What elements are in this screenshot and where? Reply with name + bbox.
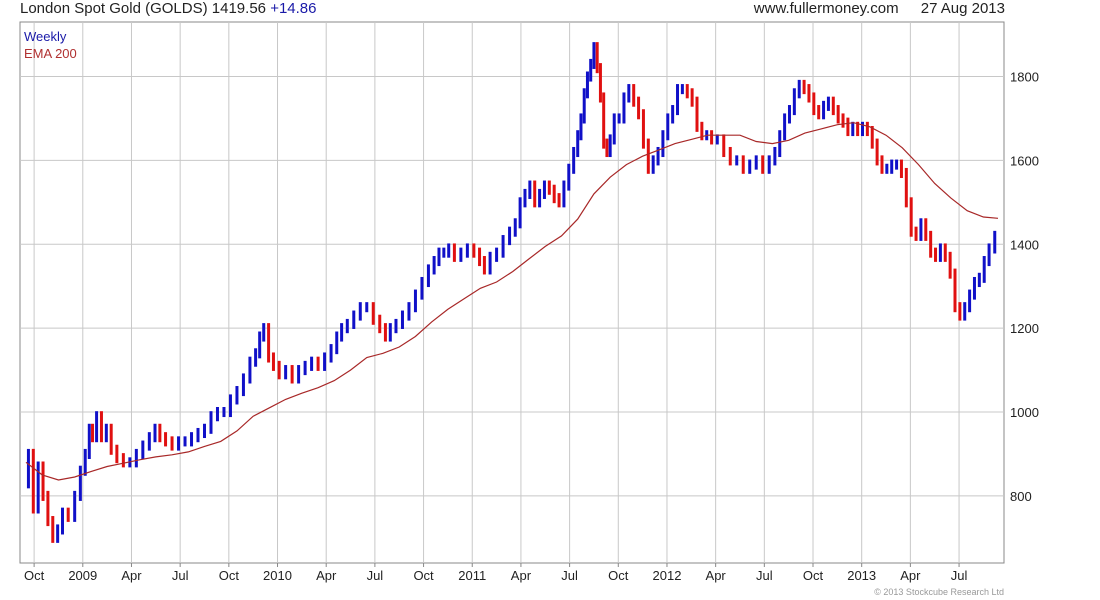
x-tick-label: 2011: [458, 568, 486, 583]
y-tick-label: 1000: [1010, 405, 1039, 420]
chart-source: www.fullermoney.com 27 Aug 2013: [754, 0, 1005, 17]
x-tick-label: Jul: [951, 568, 968, 583]
ema200-line: [25, 122, 999, 481]
x-tick-label: Oct: [413, 568, 434, 583]
x-tick-label: Apr: [121, 568, 142, 583]
x-tick-label: Oct: [608, 568, 629, 583]
x-tick-label: Jul: [172, 568, 189, 583]
instrument-name: London Spot Gold (GOLDS): [20, 0, 208, 17]
y-tick-label: 800: [1010, 489, 1032, 504]
x-tick-label: Oct: [24, 568, 45, 583]
x-tick-label: Jul: [367, 568, 384, 583]
x-tick-label: Apr: [511, 568, 532, 583]
y-tick-label: 1200: [1010, 321, 1039, 336]
x-tick-label: Apr: [706, 568, 727, 583]
x-tick-label: 2009: [68, 568, 97, 583]
plot-area: [19, 21, 1005, 564]
chart-date: 27 Aug 2013: [920, 0, 1005, 17]
x-tick-label: 2013: [847, 568, 876, 583]
x-tick-label: 2012: [653, 568, 682, 583]
y-tick-label: 1400: [1010, 237, 1039, 252]
legend-weekly: Weekly: [24, 29, 67, 44]
price-change: +14.86: [270, 0, 317, 17]
x-tick-label: 2010: [263, 568, 292, 583]
y-tick-label: 1600: [1010, 153, 1039, 168]
x-tick-label: Oct: [219, 568, 240, 583]
chart-title: London Spot Gold (GOLDS) 1419.56 +14.86: [20, 0, 316, 17]
legend-ema200: EMA 200: [24, 46, 77, 61]
x-tick-label: Apr: [900, 568, 921, 583]
x-tick-label: Jul: [756, 568, 773, 583]
x-tick-label: Apr: [316, 568, 337, 583]
copyright-notice: © 2013 Stockcube Research Ltd: [874, 587, 1004, 597]
last-price: 1419.56: [211, 0, 267, 17]
x-tick-label: Jul: [561, 568, 578, 583]
y-tick-label: 1800: [1010, 70, 1039, 85]
x-tick-label: Oct: [803, 568, 824, 583]
source-site: www.fullermoney.com: [753, 0, 899, 17]
